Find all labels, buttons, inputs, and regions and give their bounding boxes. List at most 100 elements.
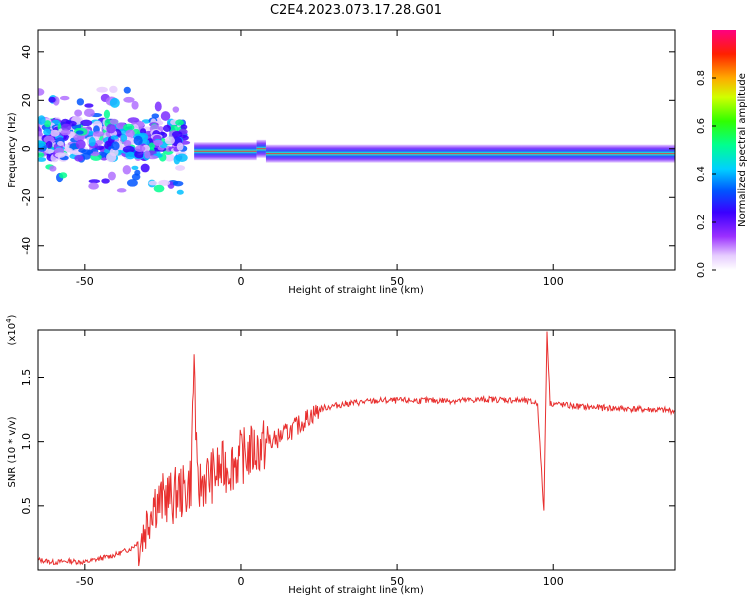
spectrogram-y-tick-label: -20 bbox=[20, 188, 33, 206]
svg-text:(x104): (x104) bbox=[5, 314, 18, 345]
spectrogram-cell bbox=[78, 148, 87, 153]
spectrogram-y-tick-label: 40 bbox=[20, 45, 33, 59]
spectrogram-cell bbox=[153, 184, 165, 193]
spectrogram-cell bbox=[163, 124, 172, 132]
spectrogram-y-label: Frequency (Hz) bbox=[7, 112, 18, 188]
spectrogram-cell bbox=[88, 182, 99, 190]
snr-x-label: Height of straight line (km) bbox=[288, 585, 424, 596]
spectrogram-cell bbox=[171, 130, 183, 138]
snr-x-tick-label: 50 bbox=[390, 575, 404, 588]
spectrogram-cell bbox=[125, 129, 135, 138]
colorbar: 0.0 0.2 0.4 0.6 0.8 Normalized spectral ampl… bbox=[696, 30, 748, 278]
spectrogram-cell bbox=[160, 111, 171, 121]
snr-x-tick-label: 0 bbox=[237, 575, 244, 588]
spectrogram-cell bbox=[151, 113, 160, 119]
snr-y-tick-label: 0.5 bbox=[20, 497, 33, 514]
spectrogram-cell bbox=[173, 155, 181, 165]
spectrogram-cell bbox=[123, 86, 131, 94]
spectrogram-cell bbox=[148, 142, 156, 150]
snr-y-tick-label: 1.5 bbox=[20, 369, 33, 387]
spectrogram-cell bbox=[131, 165, 139, 171]
spectrogram-cell bbox=[54, 152, 66, 158]
spectrogram-y-tick-label: -40 bbox=[20, 237, 33, 255]
snr-scale-note: (x104) bbox=[5, 314, 18, 345]
spectrogram-y-tick-label: 0 bbox=[20, 145, 33, 152]
spectrogram-cell bbox=[122, 165, 132, 175]
spectrogram-cell bbox=[38, 152, 45, 158]
spectrogram-cell bbox=[140, 163, 150, 173]
spectrogram-x-label: Height of straight line (km) bbox=[288, 285, 424, 296]
colorbar-label: Normalized spectral amplitude bbox=[737, 73, 748, 227]
spectrogram-cell bbox=[122, 145, 135, 153]
spectrogram-cell bbox=[103, 109, 111, 119]
spectrogram-cell bbox=[164, 136, 175, 145]
snr-x-tick-label: -50 bbox=[76, 575, 94, 588]
snr-scale-exponent: 4 bbox=[5, 318, 13, 323]
spectrogram-cell bbox=[172, 106, 180, 113]
spectrogram-cell bbox=[107, 171, 116, 181]
snr-frame bbox=[37, 329, 676, 571]
colorbar-tick-label: 0.4 bbox=[696, 166, 707, 182]
spectrogram-cell bbox=[61, 123, 72, 131]
spectrogram-cell bbox=[59, 95, 70, 101]
colorbar-tick-label: 0.0 bbox=[696, 262, 707, 278]
spectrogram-cell bbox=[44, 120, 52, 128]
spectrogram-cell bbox=[75, 139, 86, 150]
spectrogram-cell bbox=[49, 165, 57, 172]
spectrogram-cell bbox=[127, 117, 140, 124]
spectrogram-cell bbox=[80, 119, 93, 127]
spectrogram-x-tick-label: 100 bbox=[543, 275, 564, 288]
spectrogram-cell bbox=[116, 188, 127, 193]
spectrogram-x-tick-label: 50 bbox=[390, 275, 404, 288]
snr-scale-text: (x10 bbox=[7, 323, 18, 346]
spectrogram-cell bbox=[83, 108, 95, 117]
spectrogram-cell bbox=[90, 151, 100, 157]
spectrogram-cell bbox=[134, 150, 145, 159]
spectrogram-cell bbox=[43, 149, 55, 154]
spectrogram-ridge-segment bbox=[521, 144, 675, 163]
spectrogram-cell bbox=[123, 123, 135, 132]
colorbar-tick-label: 0.2 bbox=[696, 214, 707, 230]
spectrogram-cell bbox=[158, 179, 171, 186]
spectrogram-cell bbox=[131, 100, 139, 110]
spectrogram-cell bbox=[153, 139, 164, 146]
figure-title: C2E4.2023.073.17.28.G01 bbox=[270, 3, 442, 18]
spectrogram-cell bbox=[172, 180, 184, 187]
spectrogram-cell bbox=[43, 135, 55, 144]
spectrogram-cell bbox=[175, 119, 184, 126]
spectrogram-cell bbox=[109, 97, 120, 108]
snr-series-line bbox=[38, 331, 675, 567]
spectrogram-cell bbox=[176, 189, 184, 195]
spectrogram-cell bbox=[38, 140, 45, 148]
spectrogram-cell bbox=[43, 128, 52, 136]
snr-panel: -50 0 50 100 0.5 1.0 1.5 Height of straight li… bbox=[5, 314, 676, 596]
spectrogram-ridge-segment bbox=[256, 139, 266, 158]
spectrogram-cell bbox=[74, 109, 83, 117]
spectrogram-heatmap bbox=[38, 85, 675, 195]
spectrogram-cell bbox=[96, 86, 108, 93]
snr-axes: -50 0 50 100 0.5 1.0 1.5 bbox=[20, 330, 675, 588]
colorbar-tick-label: 0.6 bbox=[696, 118, 707, 134]
spectrogram-cell bbox=[125, 151, 136, 160]
spectrogram-cell bbox=[176, 142, 184, 151]
spectrogram-cell bbox=[106, 123, 116, 134]
spectrogram-cell bbox=[74, 154, 84, 162]
spectrogram-cell bbox=[84, 103, 94, 108]
spectrogram-cell bbox=[120, 133, 128, 143]
spectrogram-cell bbox=[92, 131, 105, 137]
spectrogram-cell bbox=[101, 178, 110, 184]
spectrogram-cell bbox=[111, 141, 120, 151]
spectrogram-cell bbox=[144, 150, 151, 159]
spectrogram-cell bbox=[63, 147, 73, 153]
spectrogram-cell bbox=[154, 101, 162, 112]
spectrogram-cell bbox=[76, 98, 85, 106]
spectrogram-y-tick-label: 20 bbox=[20, 93, 33, 107]
snr-x-tick-label: 100 bbox=[543, 575, 564, 588]
spectrogram-cell bbox=[57, 141, 64, 146]
spectrogram-cell bbox=[123, 96, 135, 103]
snr-y-tick-label: 1.0 bbox=[20, 433, 33, 451]
spectrogram-x-tick-label: 0 bbox=[237, 275, 244, 288]
spectrogram-cell bbox=[38, 157, 47, 162]
spectrogram-cell bbox=[131, 173, 141, 181]
